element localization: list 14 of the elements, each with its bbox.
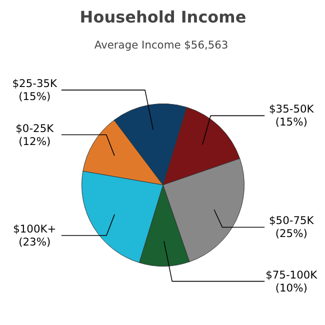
data-label: (25%)	[275, 227, 308, 240]
slice-label: $25-35K	[12, 77, 58, 90]
slice-label: $0-25K	[16, 122, 55, 135]
data-label: (23%)	[18, 235, 51, 248]
data-label: (12%)	[18, 134, 51, 148]
slice-label: $75-100K	[266, 268, 318, 282]
slice-label: $100K+	[13, 222, 56, 236]
data-label: (15%)	[18, 90, 51, 104]
slice-label: $50-75K	[269, 214, 315, 228]
data-label: (15%)	[275, 116, 308, 129]
slice-label: $35-50K	[269, 102, 315, 116]
data-label: (10%)	[275, 281, 308, 294]
chart-subtitle: Average Income $56,563	[94, 38, 228, 52]
chart-title: Household Income	[80, 8, 246, 26]
